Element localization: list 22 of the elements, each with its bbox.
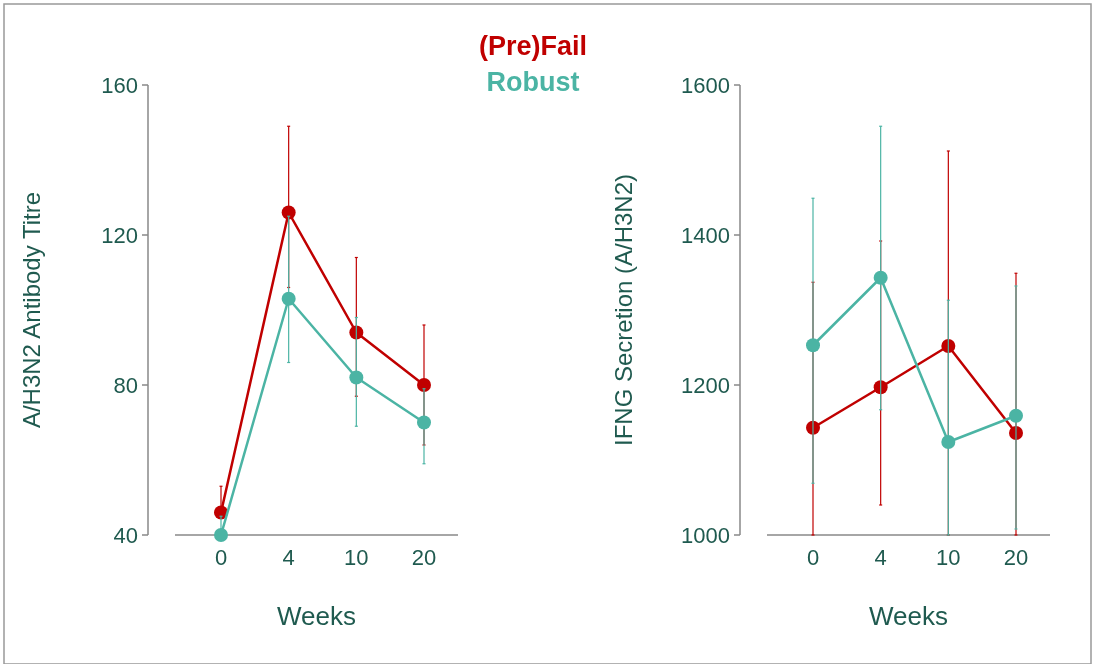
y-tick-label: 1400 bbox=[681, 222, 730, 248]
text: Robust bbox=[486, 67, 580, 97]
x-tick-label: 10 bbox=[344, 545, 369, 570]
x-tick-label: 10 bbox=[936, 545, 961, 570]
y-tick-label: 40 bbox=[113, 522, 138, 548]
x-tick-label: 4 bbox=[874, 545, 887, 570]
x-axis-title: Weeks bbox=[277, 601, 356, 631]
x-axis-title: Weeks bbox=[869, 601, 948, 631]
x-tick-label: 0 bbox=[806, 545, 820, 570]
y-axis-title: IFNG Secretion (A/H3N2) bbox=[610, 173, 637, 447]
y-tick-label: 160 bbox=[101, 72, 138, 98]
y-tick-label: 1600 bbox=[681, 72, 730, 98]
y-tick-label: 120 bbox=[101, 222, 138, 248]
y-tick-label: 1200 bbox=[681, 372, 730, 398]
y-tick-label: 80 bbox=[113, 372, 138, 398]
y-axis-title: A/H3N2 Antibody Titre bbox=[18, 191, 45, 429]
x-tick-label: 4 bbox=[282, 545, 295, 570]
x-tick-label: 20 bbox=[411, 545, 437, 570]
x-tick-label: 0 bbox=[214, 545, 228, 570]
y-tick-label: 1000 bbox=[681, 522, 730, 548]
text: (Pre)Fail bbox=[478, 31, 588, 61]
x-tick-label: 20 bbox=[1003, 545, 1029, 570]
